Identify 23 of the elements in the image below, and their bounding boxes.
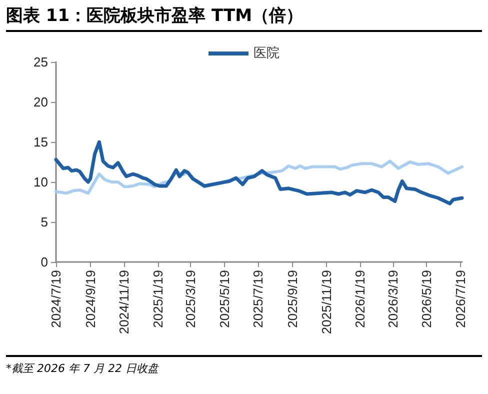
y-tick-label: 25 [34,54,48,70]
chart-title: 图表 11：医院板块市盈率 TTM（倍） [6,4,482,32]
x-tick-label: 2025/7/19 [250,270,266,328]
x-tick-label: 2025/5/19 [216,270,232,328]
x-tick-label: 2026/1/19 [352,270,368,328]
text: *截至 2026 年 7 月 22 日收盘 [6,355,482,376]
x-tick-label: 2025/9/19 [285,270,300,328]
x-tick-label: 2026/5/19 [419,270,434,328]
legend-label: 医院 [254,46,280,61]
x-tick-label: 2025/3/19 [183,270,198,328]
x-tick-label: 2024/7/19 [48,270,64,328]
x-tick-label: 2024/9/19 [82,270,98,328]
x-tick-label: 2025/1/19 [150,270,166,328]
y-tick-label: 0 [40,254,48,270]
y-tick-label: 15 [34,134,48,150]
y-tick-label: 10 [34,174,48,190]
x-tick-label: 2026/3/19 [385,270,400,328]
x-tick-label: 2024/11/19 [116,270,132,334]
x-tick-label: 2026/7/19 [452,270,468,328]
y-tick-label: 5 [40,214,48,230]
line-series [54,140,464,206]
x-tick-label: 2025/11/19 [318,270,334,334]
y-tick-label: 20 [34,94,48,110]
